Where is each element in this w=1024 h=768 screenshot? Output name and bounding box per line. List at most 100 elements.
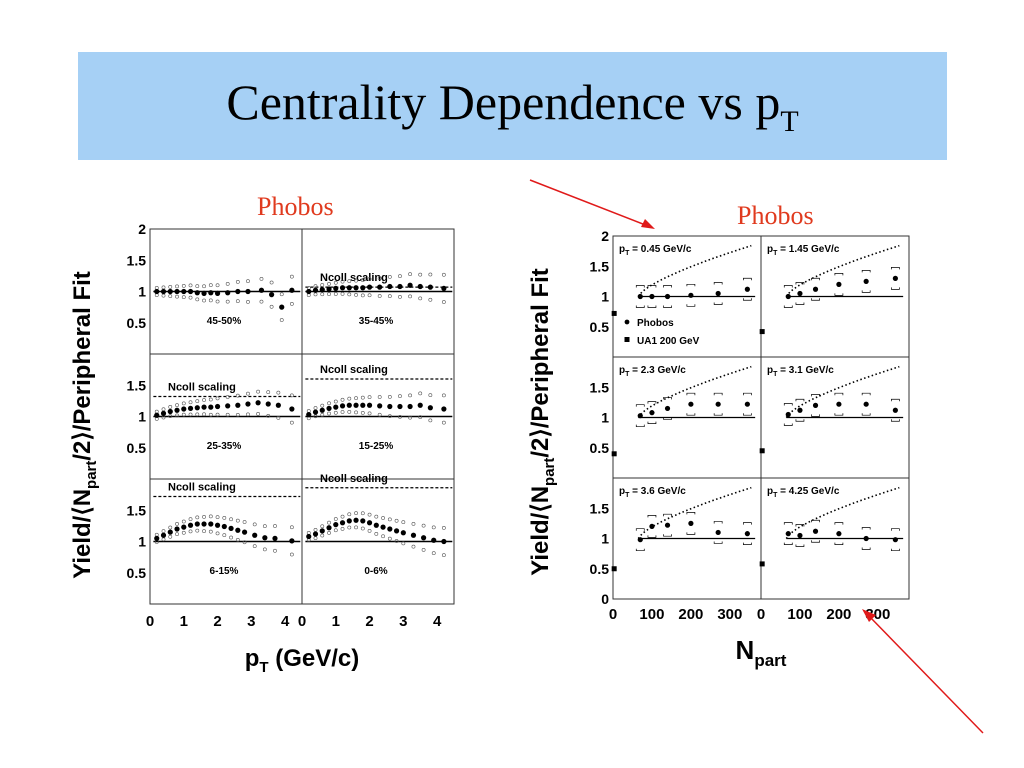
sys-lower-marker: [411, 544, 416, 549]
y-tick-label: 0.5: [127, 440, 147, 456]
ncoll-curve: [785, 244, 900, 298]
data-point: [427, 405, 433, 411]
y-tick-label: 1.5: [127, 377, 147, 393]
data-point: [208, 290, 214, 296]
sys-lower-marker: [428, 297, 433, 302]
sys-lower-marker: [367, 293, 372, 298]
sys-lower-marker: [354, 410, 358, 415]
data-point: [194, 290, 200, 296]
sys-upper-marker: [161, 285, 166, 290]
panel-frame: [301, 478, 455, 605]
sys-upper-marker: [441, 393, 446, 398]
data-point: [214, 290, 221, 296]
sys-lower-marker: [168, 414, 173, 419]
y-tick-label: 1.5: [127, 502, 147, 518]
y-tick-label: 0.5: [590, 319, 610, 335]
data-point: [306, 288, 312, 295]
sys-upper-marker: [360, 278, 365, 283]
data-point: [366, 402, 373, 408]
sys-upper-marker: [273, 524, 277, 528]
slide-title: Centrality Dependence vs pT: [226, 74, 799, 138]
sys-upper-marker: [367, 512, 372, 517]
sys-lower-marker: [394, 539, 399, 543]
data-point: [339, 285, 346, 291]
ncoll-label: Ncoll scaling: [168, 382, 236, 394]
y-tick-label: 0.5: [590, 440, 610, 456]
sys-upper-marker: [175, 521, 179, 526]
sys-upper-marker: [289, 274, 294, 279]
data-point: [649, 293, 655, 300]
sys-bracket: [647, 515, 657, 538]
sys-lower-marker: [259, 299, 264, 304]
sys-lower-marker: [313, 292, 318, 297]
y-axis-title: Yield/⟨Npart/2⟩/Peripheral Fit: [527, 268, 558, 576]
data-point: [797, 290, 803, 297]
sys-upper-marker: [289, 393, 294, 398]
data-point: [431, 537, 437, 543]
data-point: [187, 522, 194, 528]
sys-upper-marker: [246, 279, 250, 284]
sys-lower-marker: [418, 296, 423, 301]
data-point: [174, 288, 180, 295]
y-tick-label: 1.5: [590, 379, 610, 395]
ncoll-label: Ncoll scaling: [320, 473, 388, 485]
data-point: [167, 288, 173, 295]
sys-lower-marker: [269, 304, 274, 309]
data-point: [863, 401, 869, 407]
sys-bracket: [713, 392, 723, 416]
sys-lower-marker: [195, 297, 200, 302]
sys-upper-marker: [418, 391, 423, 396]
ncoll-label: Ncoll scaling: [320, 272, 388, 284]
sys-bracket: [635, 404, 645, 428]
y-tick-label: 0.5: [127, 315, 147, 331]
sys-lower-marker: [202, 412, 206, 417]
data-point: [637, 537, 643, 543]
data-point: [785, 411, 791, 418]
data-point: [360, 402, 366, 408]
data-point: [715, 401, 721, 407]
sys-bracket: [795, 398, 805, 422]
x-tick-label: 3: [399, 613, 407, 630]
sys-upper-marker: [195, 284, 200, 289]
data-point: [427, 284, 433, 290]
data-point: [245, 401, 251, 407]
x-tick-label: 4: [433, 613, 442, 630]
data-point: [421, 535, 427, 541]
y-axis-title: Yield/⟨Npart/2⟩/Peripheral Fit: [69, 271, 100, 579]
red-arrow-top: [529, 179, 649, 227]
sys-lower-marker: [168, 294, 173, 299]
sys-upper-marker: [262, 524, 267, 529]
y-tick-label: 1: [601, 289, 609, 305]
sys-lower-marker: [320, 412, 325, 417]
sys-upper-marker: [161, 407, 166, 412]
data-point: [214, 522, 221, 528]
ncoll-curve: [637, 486, 752, 540]
sys-upper-marker: [208, 514, 213, 519]
x-tick-label: 100: [639, 606, 664, 623]
data-point: [235, 288, 241, 295]
data-point: [785, 293, 791, 300]
data-point: [380, 524, 386, 530]
data-point: [400, 530, 406, 536]
data-point: [258, 287, 265, 293]
sys-lower-marker: [333, 292, 338, 296]
sys-upper-marker: [202, 514, 206, 519]
sys-lower-marker: [188, 412, 193, 417]
pt-panel-label: pT = 1.45 GeV/c: [767, 244, 840, 257]
x-tick-label: 0: [757, 606, 765, 623]
data-point: [812, 286, 819, 292]
data-point: [353, 402, 359, 408]
sys-upper-marker: [208, 397, 213, 402]
data-point: [744, 401, 750, 407]
data-point: [353, 285, 359, 291]
x-tick-label: 1: [180, 613, 188, 630]
data-point: [255, 400, 261, 406]
sys-lower-marker: [188, 295, 193, 300]
sys-lower-marker: [333, 528, 338, 533]
data-point: [664, 405, 671, 412]
x-tick-label: 200: [826, 606, 851, 623]
y-tick-label: 1: [138, 534, 146, 550]
data-point: [441, 285, 447, 291]
ua1-point: [759, 561, 765, 567]
pt-panel-label: pT = 3.1 GeV/c: [767, 365, 834, 378]
